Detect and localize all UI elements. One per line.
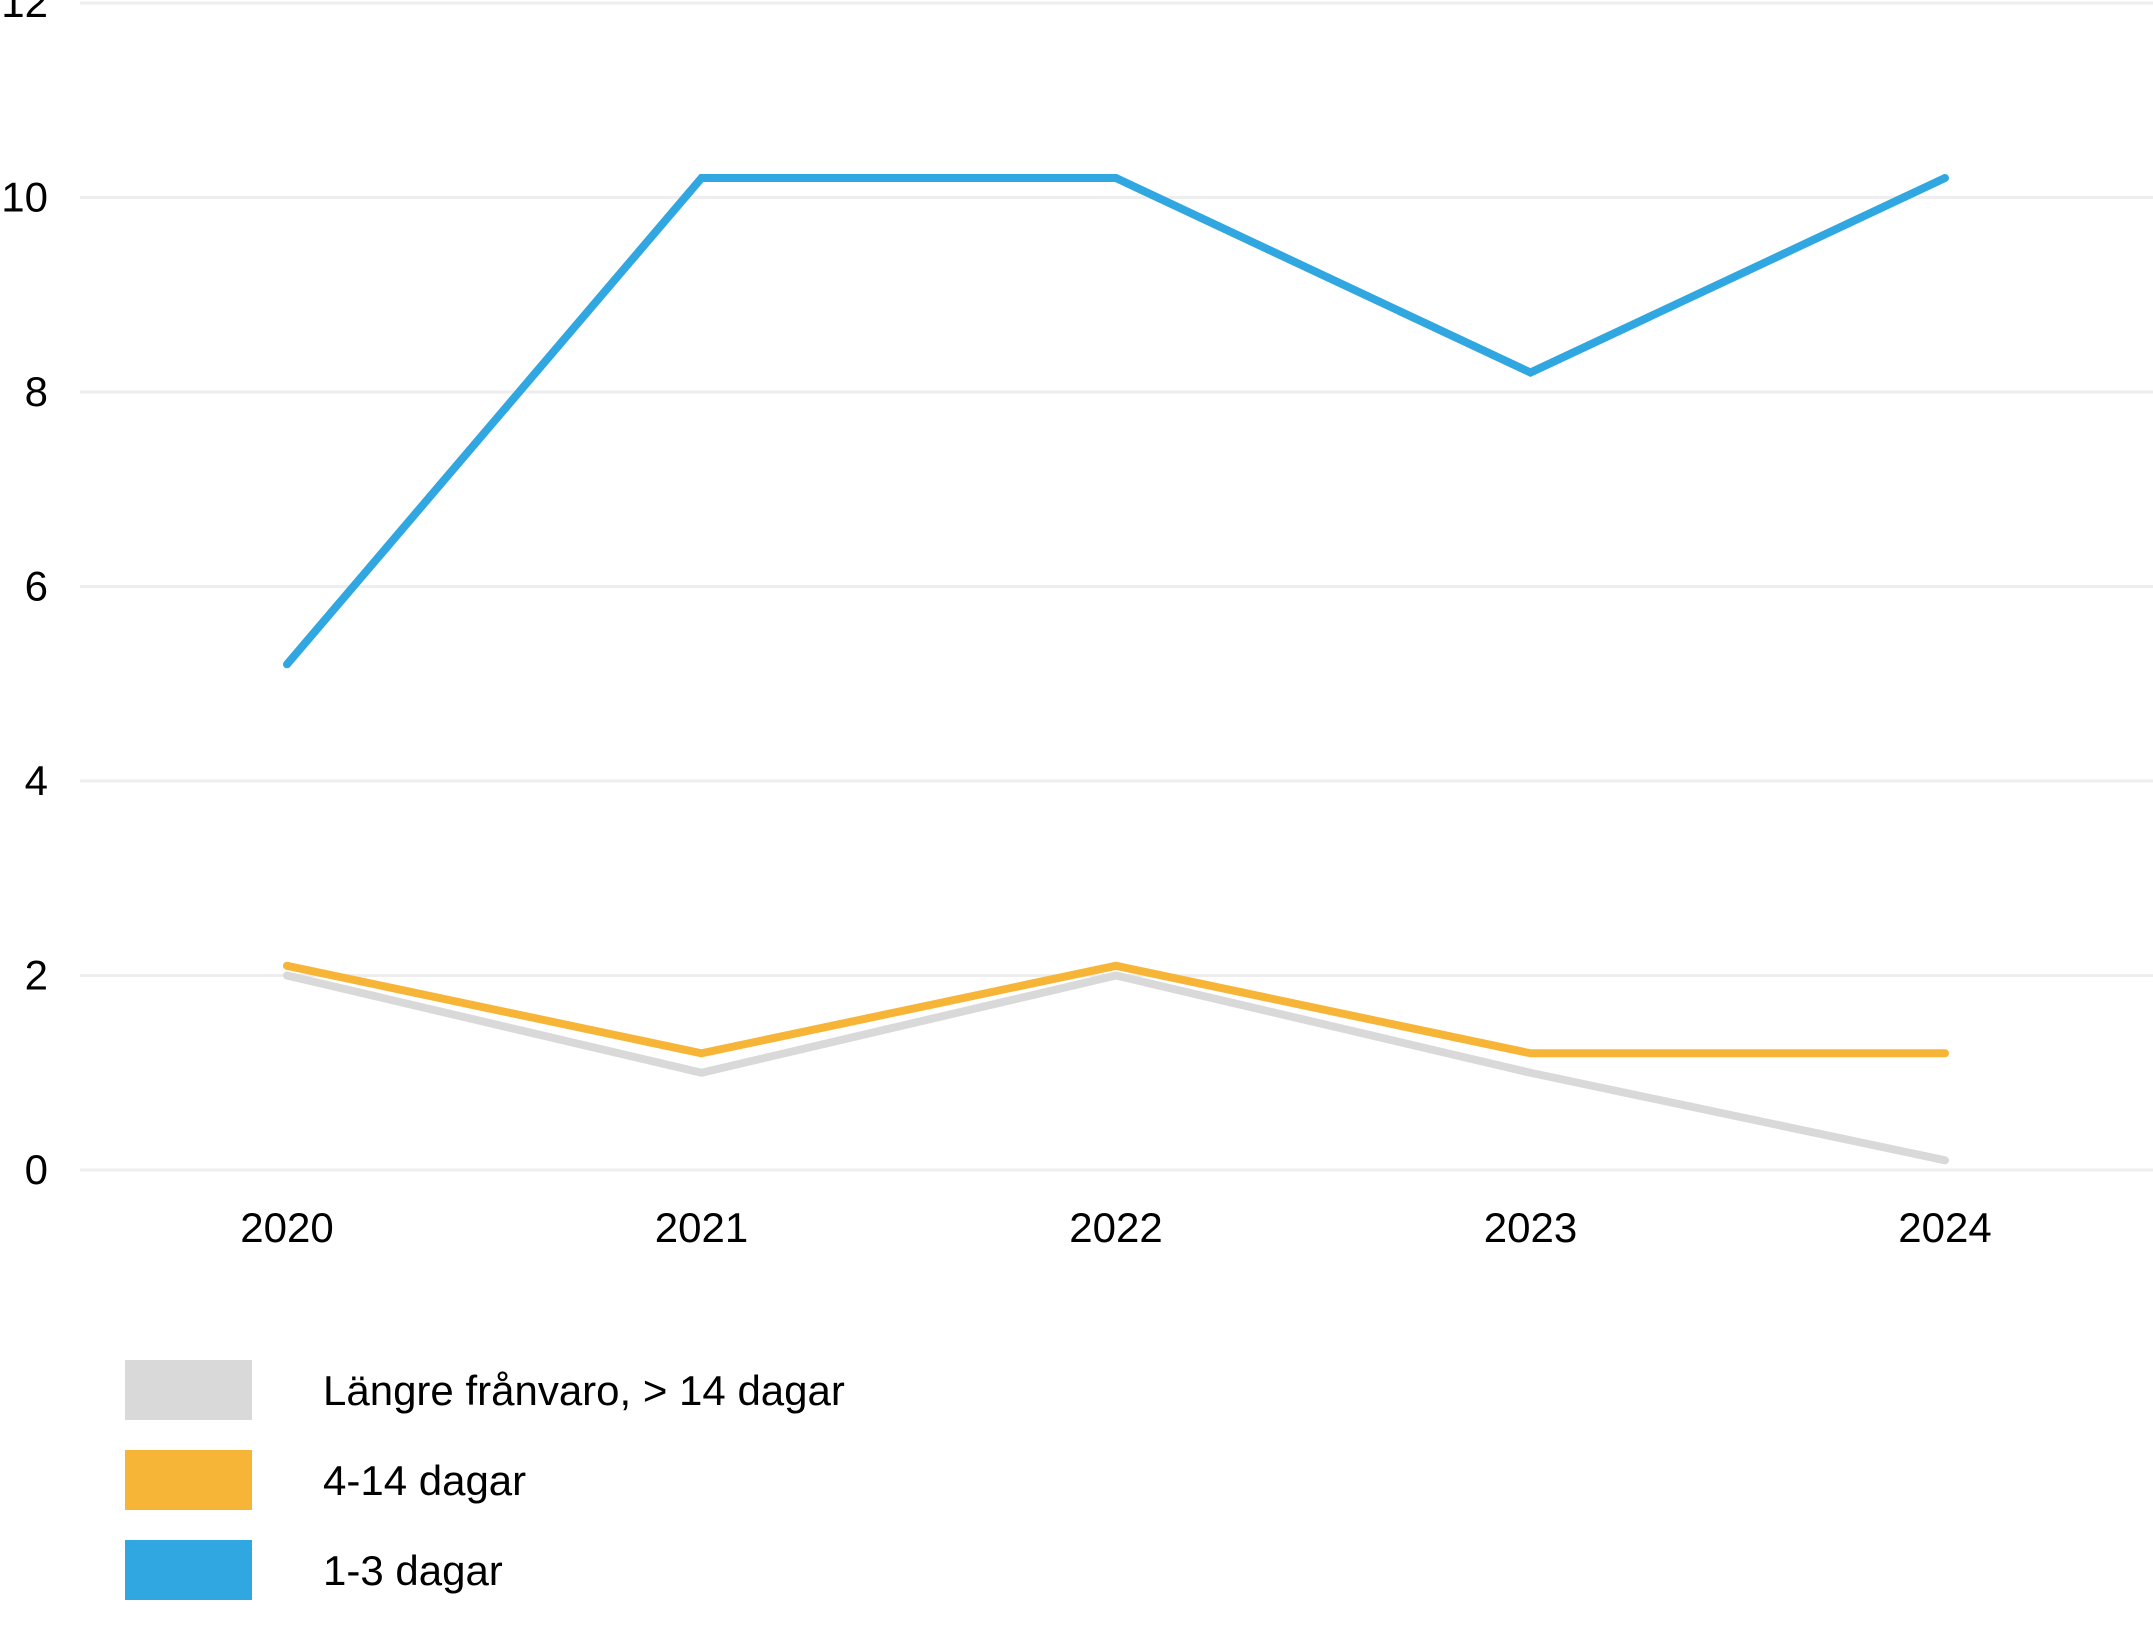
y-tick-label-10: 10 xyxy=(1,174,48,221)
legend-swatch-1-3-dagar xyxy=(125,1540,252,1600)
series-lines xyxy=(283,174,1949,1165)
y-tick-label-4: 4 xyxy=(25,757,48,804)
y-tick-label-2: 2 xyxy=(25,952,48,999)
y-tick-label-0: 0 xyxy=(25,1146,48,1193)
series-line-1-3-dagar xyxy=(283,174,1949,669)
legend-label-langre-franvaro: Längre frånvaro, > 14 dagar xyxy=(323,1367,845,1414)
legend-swatch-4-14-dagar xyxy=(125,1450,252,1510)
x-tick-label-2021: 2021 xyxy=(655,1204,748,1251)
legend-label-1-3-dagar: 1-3 dagar xyxy=(323,1547,503,1594)
legend-label-4-14-dagar: 4-14 dagar xyxy=(323,1457,527,1504)
y-tick-label-8: 8 xyxy=(25,368,48,415)
x-tick-label-2020: 2020 xyxy=(240,1204,333,1251)
y-axis-tick-labels: 0 2 4 6 8 10 12 xyxy=(1,0,48,1193)
x-axis-tick-labels: 2020 2021 2022 2023 2024 xyxy=(240,1204,1991,1251)
gridlines xyxy=(80,1,2153,1172)
legend-swatch-langre-franvaro xyxy=(125,1360,252,1420)
series-line-4-14-dagar xyxy=(283,961,1949,1058)
y-tick-label-12: 12 xyxy=(1,0,48,26)
x-tick-label-2023: 2023 xyxy=(1484,1204,1577,1251)
x-tick-label-2024: 2024 xyxy=(1898,1204,1991,1251)
line-chart: 0 2 4 6 8 10 12 2020 2021 2022 2023 2024 xyxy=(1,0,2153,1251)
x-tick-label-2022: 2022 xyxy=(1069,1204,1162,1251)
series-line-l-ngre-fr-nvaro-14-dagar xyxy=(283,971,1949,1165)
y-tick-label-6: 6 xyxy=(25,563,48,610)
